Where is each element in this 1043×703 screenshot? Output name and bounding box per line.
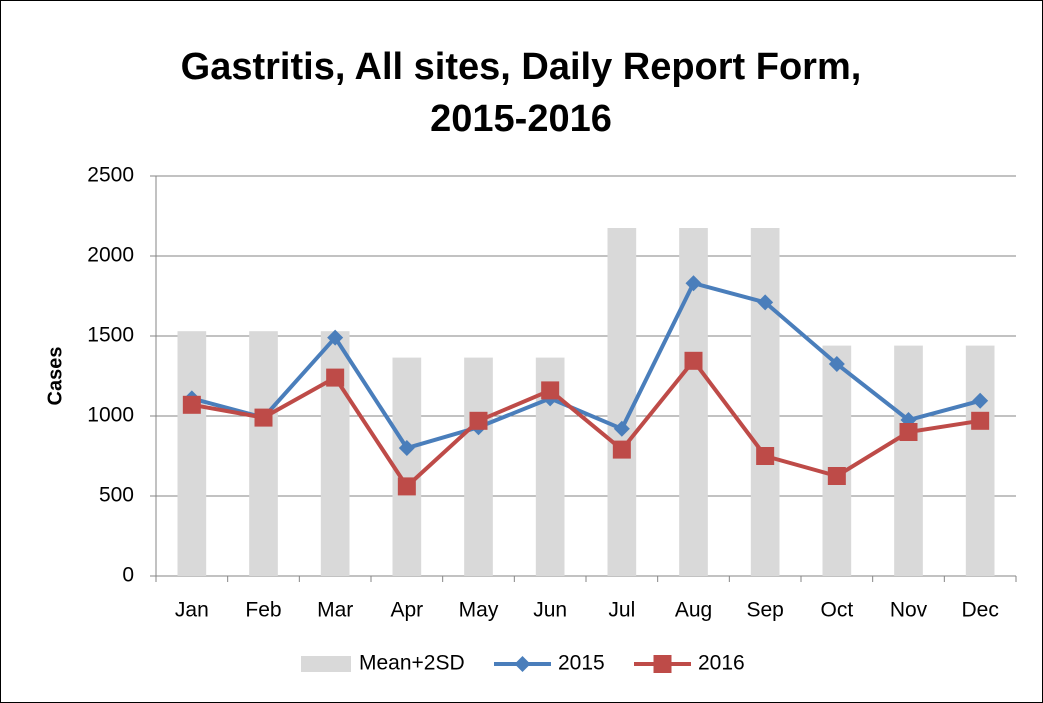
point: [684, 351, 703, 370]
y-tick-label: 2500: [87, 164, 134, 187]
bar: [965, 345, 995, 576]
point: [182, 395, 201, 414]
x-tick-label: Aug: [675, 599, 712, 622]
bar: [464, 357, 493, 576]
y-tick-label: 1500: [87, 324, 134, 347]
x-tick-label: Jun: [533, 599, 567, 622]
bar: [177, 331, 207, 576]
y-axis-label: Cases: [44, 347, 66, 406]
chart-title: Gastritis, All sites, Daily Report Form,…: [180, 46, 862, 140]
y-tick-label: 500: [99, 484, 134, 507]
bar: [320, 331, 350, 576]
point: [541, 381, 560, 400]
legend-label: 2016: [698, 652, 745, 675]
y-tick-label: 0: [122, 564, 134, 587]
legend-marker: [653, 655, 672, 673]
point: [469, 411, 488, 430]
x-tick-label: Apr: [390, 599, 423, 622]
x-tick-label: Feb: [245, 599, 281, 622]
point: [756, 447, 775, 465]
point: [613, 420, 630, 437]
x-tick-label: Mar: [317, 599, 353, 622]
point: [757, 294, 774, 311]
bar: [750, 228, 780, 576]
point: [899, 423, 918, 441]
bar: [822, 345, 852, 576]
x-tick-label: Jan: [175, 599, 209, 622]
bar: [392, 357, 422, 576]
x-tick-label: Sep: [746, 599, 783, 622]
x-tick-label: Nov: [890, 599, 928, 622]
point: [972, 392, 989, 409]
line: [191, 357, 981, 490]
bar: [249, 331, 278, 576]
x-tick-label: Dec: [961, 599, 998, 622]
point: [326, 368, 345, 387]
x-tick-label: May: [459, 599, 499, 622]
line: [191, 280, 981, 451]
y-tick-label: 1000: [87, 404, 134, 427]
point: [685, 275, 702, 292]
legend-marker: [514, 656, 531, 672]
point: [971, 411, 990, 430]
point: [398, 440, 415, 456]
bar: [607, 228, 637, 576]
point: [612, 440, 631, 459]
x-tick-label: Jul: [608, 599, 635, 622]
point: [828, 356, 845, 372]
legend-label: Mean+2SD: [359, 652, 465, 675]
y-tick-label: 2000: [87, 244, 134, 267]
point: [254, 408, 273, 427]
x-tick-label: Oct: [820, 599, 853, 622]
bar: [894, 345, 923, 576]
point: [397, 477, 416, 496]
point: [827, 467, 846, 485]
legend-swatch: [301, 656, 351, 672]
legend-label: 2015: [558, 652, 605, 675]
point: [327, 329, 344, 346]
